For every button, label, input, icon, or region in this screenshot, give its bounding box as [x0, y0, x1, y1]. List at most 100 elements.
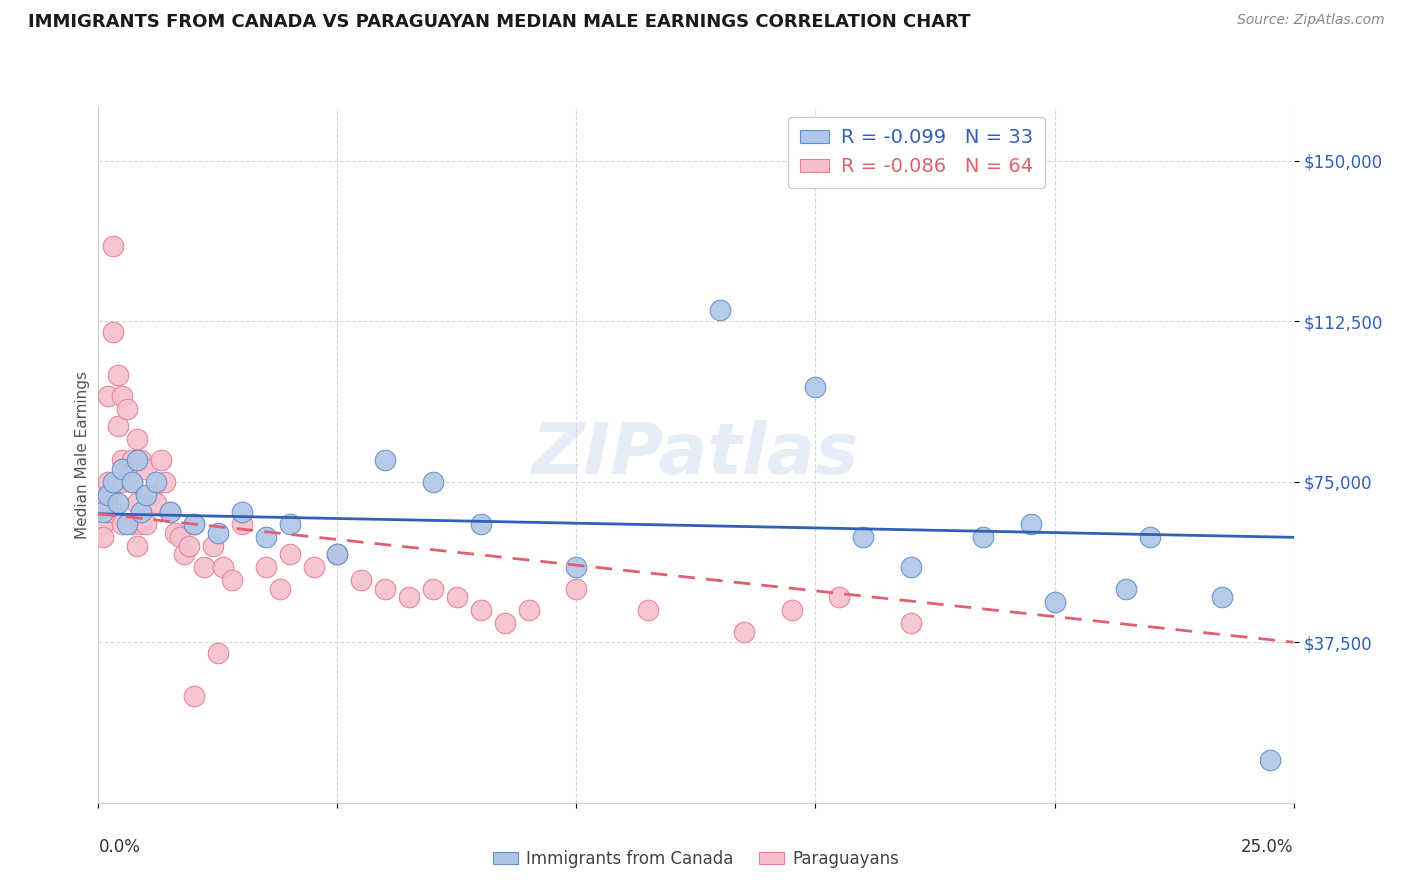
Point	[115, 517, 138, 532]
Point	[125, 432, 148, 446]
Point	[804, 380, 827, 394]
Point	[231, 505, 253, 519]
Point	[125, 496, 148, 510]
Point	[422, 582, 444, 596]
Point	[111, 517, 134, 532]
Point	[115, 401, 138, 416]
Point	[159, 505, 181, 519]
Point	[494, 615, 516, 630]
Point	[111, 453, 134, 467]
Point	[1211, 591, 1233, 605]
Text: Source: ZipAtlas.com: Source: ZipAtlas.com	[1237, 13, 1385, 28]
Point	[135, 487, 157, 501]
Point	[637, 603, 659, 617]
Text: IMMIGRANTS FROM CANADA VS PARAGUAYAN MEDIAN MALE EARNINGS CORRELATION CHART: IMMIGRANTS FROM CANADA VS PARAGUAYAN MED…	[28, 13, 970, 31]
Point	[107, 368, 129, 382]
Point	[111, 389, 134, 403]
Point	[91, 530, 114, 544]
Point	[173, 548, 195, 562]
Point	[183, 517, 205, 532]
Point	[565, 582, 588, 596]
Point	[131, 517, 153, 532]
Point	[517, 603, 540, 617]
Point	[101, 505, 124, 519]
Point	[101, 239, 124, 253]
Point	[398, 591, 420, 605]
Point	[470, 603, 492, 617]
Point	[131, 505, 153, 519]
Point	[149, 453, 172, 467]
Point	[852, 530, 875, 544]
Point	[107, 496, 129, 510]
Point	[422, 475, 444, 489]
Point	[374, 453, 396, 467]
Point	[135, 517, 157, 532]
Point	[900, 560, 922, 574]
Point	[350, 573, 373, 587]
Point	[254, 560, 277, 574]
Point	[1019, 517, 1042, 532]
Point	[183, 517, 205, 532]
Text: 25.0%: 25.0%	[1241, 838, 1294, 855]
Point	[139, 487, 162, 501]
Point	[155, 475, 177, 489]
Point	[121, 453, 143, 467]
Point	[207, 646, 229, 660]
Point	[900, 615, 922, 630]
Point	[470, 517, 492, 532]
Point	[169, 530, 191, 544]
Point	[709, 303, 731, 318]
Point	[1258, 753, 1281, 767]
Point	[159, 505, 181, 519]
Point	[828, 591, 851, 605]
Point	[278, 517, 301, 532]
Point	[145, 496, 167, 510]
Point	[121, 517, 143, 532]
Point	[972, 530, 994, 544]
Point	[254, 530, 277, 544]
Point	[302, 560, 325, 574]
Point	[125, 539, 148, 553]
Point	[101, 475, 124, 489]
Point	[163, 526, 186, 541]
Text: ZIPatlas: ZIPatlas	[533, 420, 859, 490]
Y-axis label: Median Male Earnings: Median Male Earnings	[75, 371, 90, 539]
Point	[269, 582, 291, 596]
Point	[125, 453, 148, 467]
Point	[111, 462, 134, 476]
Point	[183, 689, 205, 703]
Point	[135, 462, 157, 476]
Point	[733, 624, 755, 639]
Point	[1139, 530, 1161, 544]
Point	[780, 603, 803, 617]
Point	[446, 591, 468, 605]
Point	[231, 517, 253, 532]
Point	[193, 560, 215, 574]
Point	[374, 582, 396, 596]
Point	[91, 517, 114, 532]
Point	[115, 462, 138, 476]
Point	[131, 453, 153, 467]
Point	[97, 487, 120, 501]
Point	[91, 505, 114, 519]
Point	[91, 487, 114, 501]
Point	[326, 548, 349, 562]
Point	[202, 539, 225, 553]
Point	[97, 505, 120, 519]
Point	[1115, 582, 1137, 596]
Point	[145, 475, 167, 489]
Point	[207, 526, 229, 541]
Point	[97, 389, 120, 403]
Point	[565, 560, 588, 574]
Point	[211, 560, 233, 574]
Point	[221, 573, 243, 587]
Legend: Immigrants from Canada, Paraguayans: Immigrants from Canada, Paraguayans	[486, 843, 905, 874]
Point	[1043, 594, 1066, 608]
Point	[121, 475, 143, 489]
Point	[97, 475, 120, 489]
Point	[278, 548, 301, 562]
Text: 0.0%: 0.0%	[98, 838, 141, 855]
Point	[111, 475, 134, 489]
Point	[101, 325, 124, 339]
Point	[107, 419, 129, 434]
